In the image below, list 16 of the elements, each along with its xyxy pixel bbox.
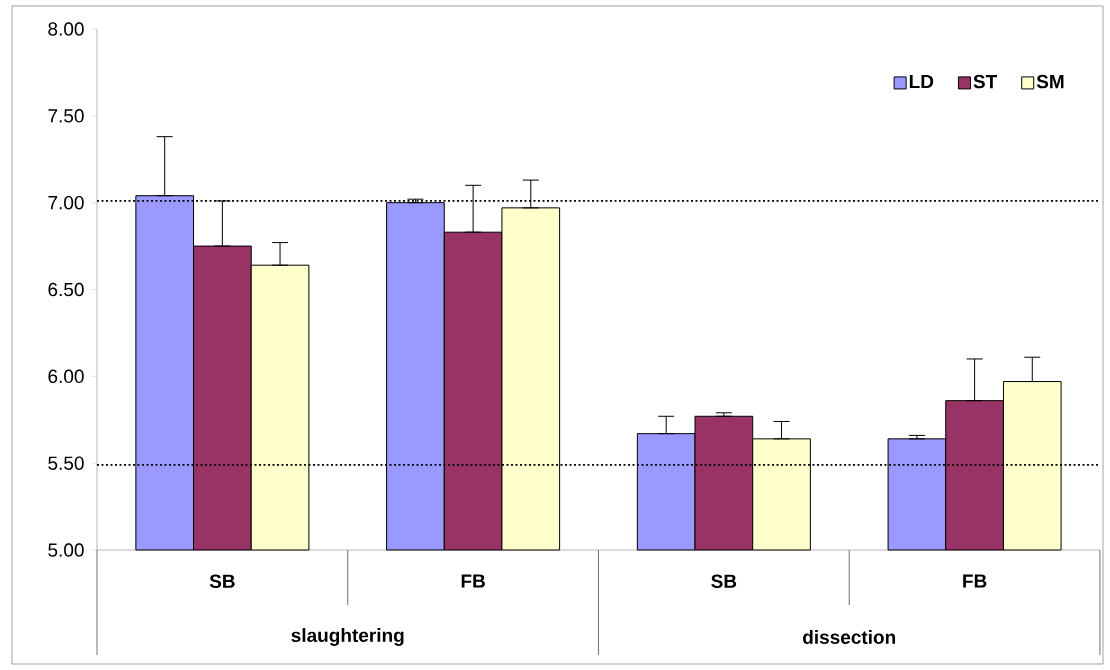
legend-label: ST xyxy=(973,74,998,89)
text: dissection xyxy=(803,630,896,644)
x-tick-label: FB xyxy=(461,574,485,588)
y-tick-label: 7.50 xyxy=(48,109,84,123)
text: slaughtering xyxy=(291,628,404,646)
x-tick-label: FB xyxy=(963,574,987,588)
y-tick-label: 6.00 xyxy=(48,369,84,384)
x-tick-label: SB xyxy=(209,574,235,588)
legend-label: LD xyxy=(909,74,934,89)
y-tick-label: 8.00 xyxy=(48,22,84,36)
y-tick-label: 5.00 xyxy=(48,543,84,557)
x-tick-label: SB xyxy=(711,574,737,588)
y-tick-label: 7.00 xyxy=(48,195,84,210)
y-tick-label: 6.50 xyxy=(48,282,84,297)
y-tick-label: 5.50 xyxy=(48,456,84,470)
legend-label: SM xyxy=(1036,74,1064,89)
